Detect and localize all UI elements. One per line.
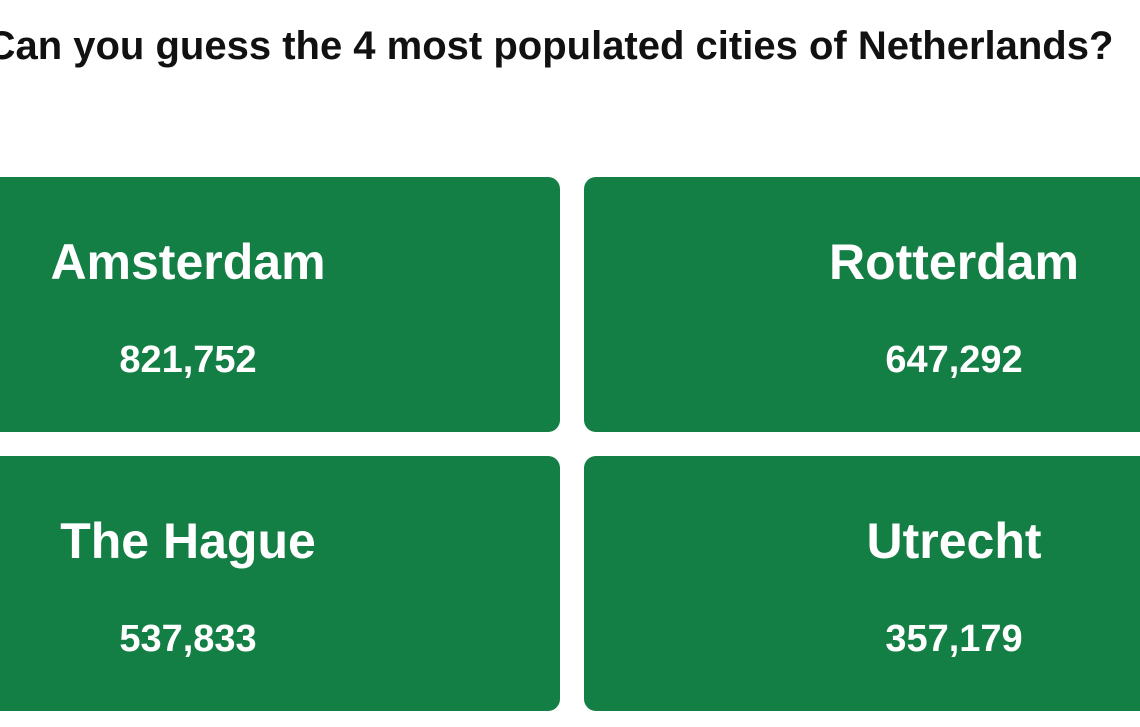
city-name: The Hague bbox=[60, 513, 316, 569]
city-name: Rotterdam bbox=[828, 234, 1080, 290]
city-population: 647,292 bbox=[885, 339, 1023, 381]
quiz-title: Can you guess the 4 most populated citie… bbox=[0, 24, 1114, 68]
city-population: 821,752 bbox=[119, 339, 257, 381]
city-population: 357,179 bbox=[885, 618, 1023, 660]
city-card[interactable]: Utrecht 357,179 bbox=[584, 456, 1140, 711]
city-name: Utrecht bbox=[866, 513, 1042, 569]
city-card[interactable]: Rotterdam 647,292 bbox=[584, 177, 1140, 432]
city-card[interactable]: The Hague 537,833 bbox=[0, 456, 560, 711]
city-name: Amsterdam bbox=[50, 234, 326, 290]
city-population: 537,833 bbox=[119, 618, 257, 660]
city-card[interactable]: Amsterdam 821,752 bbox=[0, 177, 560, 432]
